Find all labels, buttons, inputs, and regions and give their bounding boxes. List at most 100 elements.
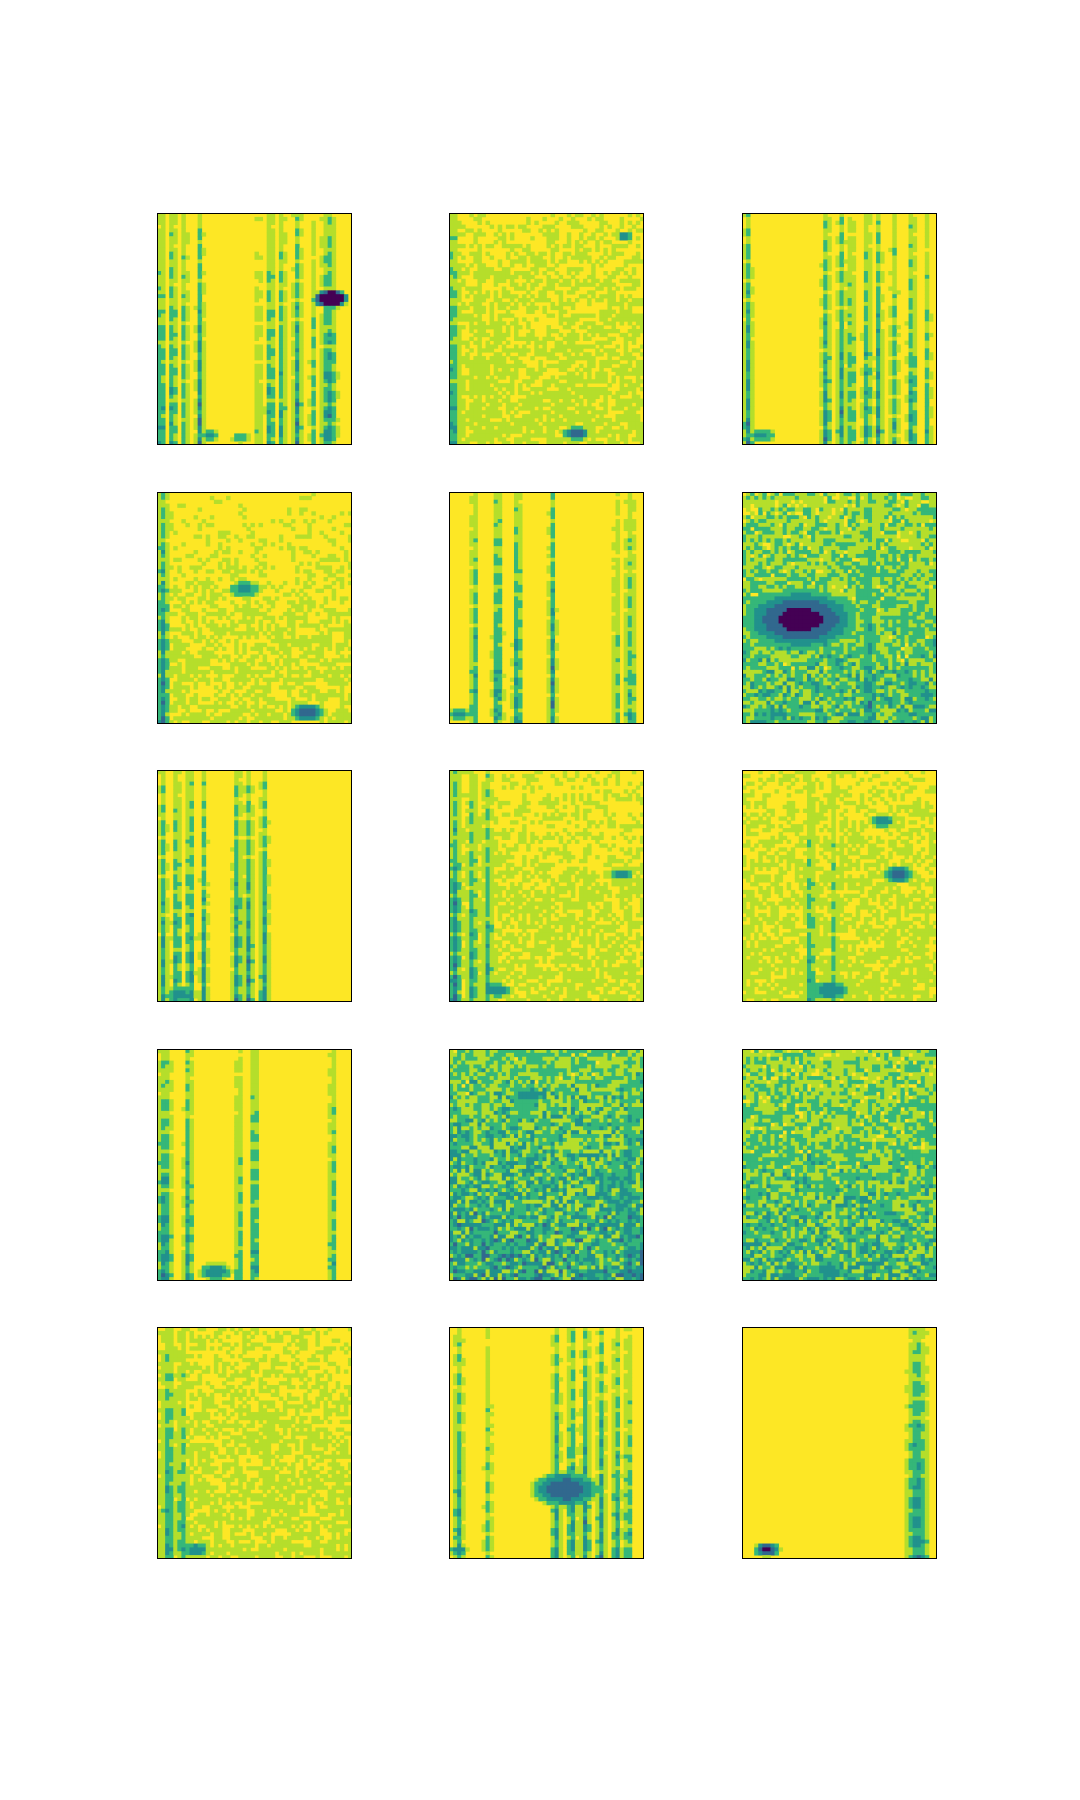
- spectrogram-cell: [819, 394, 824, 399]
- spectrogram-cell: [161, 251, 166, 256]
- spectrogram-cell: [205, 557, 211, 562]
- spectrogram-cell: [335, 371, 341, 376]
- spectrogram-cell: [876, 325, 881, 330]
- spectrogram-cell: [197, 410, 203, 415]
- spectrogram-cell: [603, 271, 608, 276]
- spectrogram-cell: [574, 278, 580, 283]
- spectrogram-cell: [270, 243, 276, 249]
- spectrogram-cell: [189, 654, 194, 659]
- spectrogram-cell: [928, 410, 934, 415]
- spectrogram-cell: [161, 577, 166, 582]
- spectrogram-cell: [307, 608, 312, 613]
- spectrogram-cell: [534, 375, 539, 380]
- spectrogram-cell: [863, 332, 869, 338]
- spectrogram-cell: [299, 294, 304, 299]
- spectrogram-cell: [819, 282, 824, 287]
- spectrogram-cell: [295, 371, 300, 376]
- spectrogram-cell: [311, 309, 316, 314]
- spectrogram-cell: [278, 546, 284, 551]
- spectrogram-cell: [181, 387, 186, 392]
- spectrogram-cell: [924, 236, 930, 241]
- spectrogram-cell: [746, 321, 751, 326]
- spectrogram-cell: [526, 325, 531, 330]
- spectrogram-cell: [161, 398, 166, 403]
- spectrogram-cell: [750, 437, 755, 442]
- spectrogram-cell: [880, 317, 885, 322]
- spectrogram-cell: [319, 635, 324, 640]
- spectrogram-cell: [570, 216, 576, 222]
- spectrogram-cell: [197, 352, 203, 357]
- spectrogram-cell: [323, 313, 329, 318]
- spectrogram-cell: [888, 417, 893, 423]
- spectrogram-cell: [835, 429, 840, 434]
- spectrogram-cell: [299, 348, 304, 353]
- spectrogram-cell: [157, 379, 162, 384]
- spectrogram-cell: [181, 600, 186, 605]
- spectrogram-cell: [319, 356, 324, 361]
- spectrogram-cell: [242, 611, 247, 617]
- spectrogram-cell: [742, 313, 747, 318]
- spectrogram-cell: [896, 348, 901, 353]
- spectrogram-cell: [627, 305, 633, 311]
- spectrogram-cell: [591, 433, 596, 438]
- spectrogram-cell: [892, 286, 897, 291]
- spectrogram-cell: [542, 290, 547, 295]
- spectrogram-cell: [888, 247, 893, 253]
- spectrogram-cell: [282, 417, 288, 423]
- spectrogram-cell: [562, 383, 568, 388]
- spectrogram-cell: [165, 592, 170, 597]
- spectrogram-cell: [295, 325, 300, 330]
- spectrogram-cell: [514, 243, 519, 249]
- spectrogram-cell: [209, 650, 215, 655]
- spectrogram-cell: [859, 390, 865, 396]
- spectrogram-cell: [323, 398, 329, 403]
- spectrogram-cell: [566, 375, 572, 380]
- spectrogram-cell: [477, 286, 482, 291]
- spectrogram-cell: [770, 437, 775, 442]
- spectrogram-cell: [742, 356, 747, 361]
- spectrogram-cell: [185, 631, 190, 636]
- spectrogram-cell: [201, 313, 207, 318]
- spectrogram-cell: [457, 410, 462, 415]
- spectrogram-cell: [562, 325, 568, 330]
- spectrogram-cell: [888, 425, 893, 430]
- spectrogram-cell: [161, 662, 166, 667]
- spectrogram-cell: [161, 642, 166, 648]
- spectrogram-cell: [835, 271, 840, 276]
- spectrogram-cell: [291, 332, 296, 338]
- spectrogram-cell: [246, 588, 251, 593]
- spectrogram-cell: [181, 213, 186, 218]
- spectrogram-cell: [161, 631, 166, 636]
- spectrogram-cell: [287, 666, 292, 671]
- spectrogram-cell: [254, 363, 259, 369]
- spectrogram-cell: [530, 394, 535, 399]
- spectrogram-cell: [234, 534, 239, 539]
- spectrogram-cell: [157, 588, 162, 593]
- spectrogram-cell: [631, 425, 637, 430]
- spectrogram-cell: [770, 433, 775, 438]
- spectrogram-cell: [827, 332, 832, 338]
- spectrogram-cell: [924, 414, 930, 419]
- spectrogram-cell: [181, 542, 186, 547]
- spectrogram-cell: [457, 336, 462, 341]
- spectrogram-cell: [323, 356, 329, 361]
- spectrogram-cell: [315, 623, 320, 628]
- spectrogram-cell: [295, 421, 300, 427]
- spectrogram-cell: [213, 611, 219, 617]
- spectrogram-cell: [892, 263, 897, 268]
- spectrogram-cell: [185, 417, 190, 423]
- spectrogram-cell: [843, 336, 849, 341]
- spectrogram-cell: [493, 278, 499, 283]
- spectrogram-cell: [185, 290, 190, 295]
- spectrogram-cell: [205, 429, 211, 434]
- spectrogram-cell: [599, 213, 604, 218]
- spectrogram-cell: [819, 321, 824, 326]
- spectrogram-cell: [181, 437, 186, 442]
- spectrogram-cell: [181, 608, 186, 613]
- spectrogram-cell: [477, 282, 482, 287]
- spectrogram-cell: [173, 294, 178, 299]
- spectrogram-cell: [299, 390, 304, 396]
- spectrogram-cell: [449, 352, 454, 357]
- spectrogram-cell: [611, 325, 616, 330]
- spectrogram-cell: [489, 317, 495, 322]
